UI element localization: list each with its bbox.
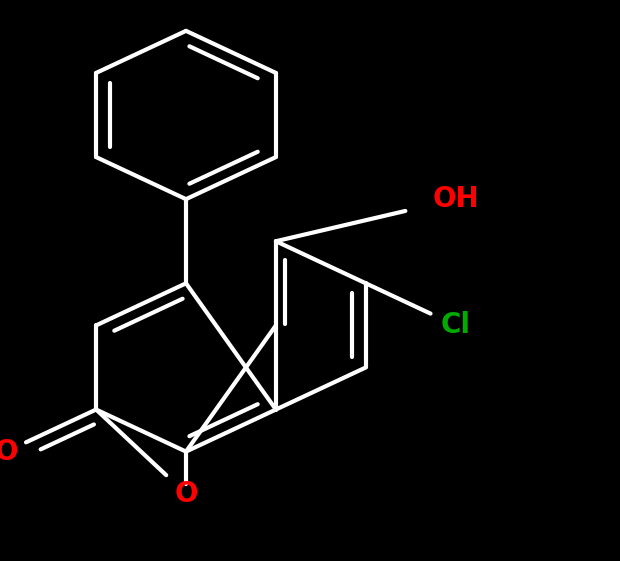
Text: Cl: Cl (441, 311, 471, 339)
Text: OH: OH (432, 185, 479, 213)
Text: O: O (0, 438, 18, 466)
Text: O: O (174, 480, 198, 508)
